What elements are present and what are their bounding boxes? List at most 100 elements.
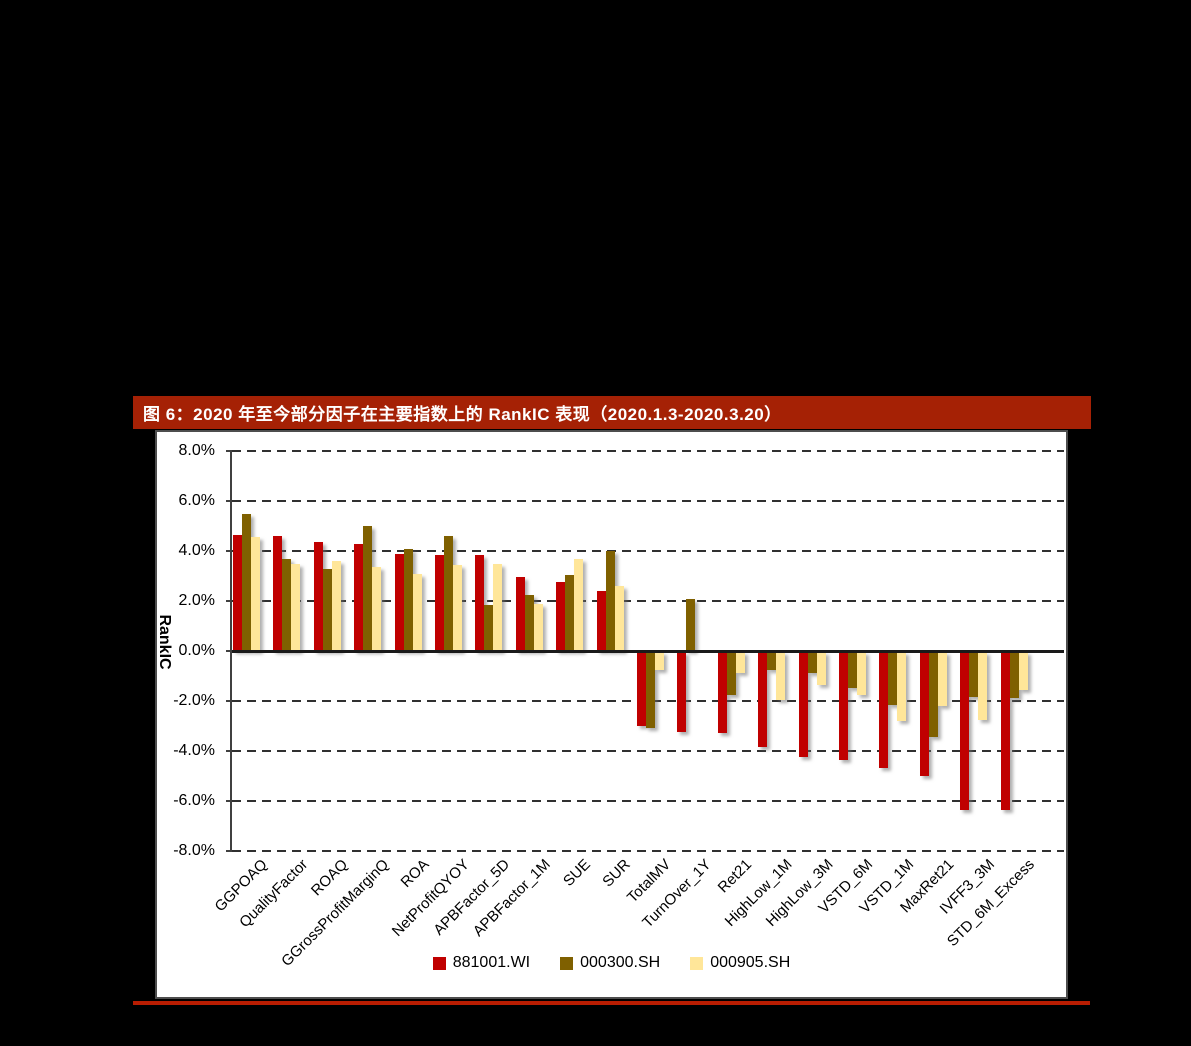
legend-label: 000300.SH [580,954,661,971]
bar-881001.WI-NetProfitQYOY [435,554,444,651]
bar-000300.SH-NetProfitQYOY [444,536,453,651]
bar-881001.WI-GGPOAQ [233,534,242,651]
bar-881001.WI-GGrossProfitMarginQ [354,543,364,651]
y-tick-label: 2.0% [178,592,215,609]
bar-881001.WI-TurnOver_1Y [677,652,687,732]
bar-000905.SH-GGPOAQ [251,537,260,651]
y-axis-tick [226,700,232,702]
bar-000905.SH-APBFactor_5D [493,563,503,651]
bar-000300.SH-ROA [403,548,413,651]
bar-000905.SH-IVFF3_3M [978,652,988,720]
bar-000300.SH-QualityFactor [282,558,292,651]
bar-000300.SH-MaxRet21 [928,652,938,737]
grid-line [232,450,1064,452]
bar-000905.SH-GGrossProfitMarginQ [372,567,382,651]
bar-000300.SH-GGPOAQ [242,513,251,651]
bar-000905.SH-TotalMV [655,652,664,670]
chart-panel: RankIC 881001.WI 000300.SH 000905.SH 8.0% 6… [155,430,1068,999]
bar-000905.SH-HighLow_1M [776,652,786,700]
bar-000300.SH-Ret21 [726,652,736,695]
y-axis-tick [226,550,232,552]
legend-item-000300.SH: 000300.SH [560,954,660,972]
bar-000905.SH-HighLow_3M [816,652,826,685]
bar-881001.WI-TotalMV [637,652,646,726]
y-tick-label: 6.0% [178,492,215,509]
bar-000905.SH-VSTD_1M [897,652,907,721]
bar-000905.SH-NetProfitQYOY [453,564,462,651]
bar-000300.SH-APBFactor_1M [524,594,534,651]
legend-swatch-icon [560,956,574,970]
bar-881001.WI-APBFactor_5D [475,554,485,651]
bar-881001.WI-VSTD_1M [879,652,889,769]
x-tick-label: ROA [397,856,433,892]
bar-881001.WI-MaxRet21 [919,652,929,776]
grid-line [232,500,1064,502]
bar-000905.SH-Ret21 [735,652,745,674]
y-axis-tick [226,450,232,452]
bar-881001.WI-APBFactor_1M [515,577,525,651]
bar-881001.WI-Ret21 [717,652,727,734]
y-tick-label: 8.0% [178,442,215,459]
y-axis-tick [226,650,232,652]
bar-881001.WI-IVFF3_3M [960,652,970,810]
grid-line [232,800,1064,802]
bar-000300.SH-TurnOver_1Y [686,598,696,651]
bar-000300.SH-IVFF3_3M [969,652,979,697]
y-axis-line [230,450,232,852]
bar-000905.SH-MaxRet21 [937,652,947,706]
bar-881001.WI-VSTD_6M [839,652,848,760]
figure-title: 图 6：2020 年至今部分因子在主要指数上的 RankIC 表现（2020.1… [143,405,782,424]
figure-bottom-rule [133,1001,1090,1005]
grid-line [232,600,1064,602]
y-tick-label: 4.0% [178,542,215,559]
bar-881001.WI-QualityFactor [273,536,283,651]
y-axis-tick [226,500,232,502]
bar-881001.WI-STD_6M_Excess [1000,652,1010,810]
bar-000300.SH-SUE [565,574,575,651]
y-tick-label: -2.0% [173,692,215,709]
bar-000905.SH-STD_6M_Excess [1018,652,1028,690]
y-axis-tick [226,600,232,602]
grid-line [232,850,1064,852]
legend-label: 000905.SH [710,954,791,971]
bar-000300.SH-ROAQ [322,568,332,651]
y-tick-label: -6.0% [173,792,215,809]
x-tick-label: SUR [599,856,635,891]
y-axis-tick [226,850,232,852]
y-tick-label: 0.0% [178,642,215,659]
y-tick-label: -8.0% [173,842,215,859]
bar-000905.SH-ROA [412,573,422,651]
bar-000300.SH-STD_6M_Excess [1009,652,1019,699]
grid-line [232,750,1064,752]
bar-000300.SH-VSTD_6M [848,652,857,689]
bar-000300.SH-SUR [605,551,615,651]
x-axis-zero-line [232,650,1064,653]
bar-000300.SH-HighLow_1M [767,652,777,670]
figure-title-bar: 图 6：2020 年至今部分因子在主要指数上的 RankIC 表现（2020.1… [133,396,1091,429]
bar-000300.SH-VSTD_1M [888,652,898,705]
bar-881001.WI-HighLow_1M [758,652,768,747]
legend-swatch-icon [690,956,704,970]
chart-legend: 881001.WI 000300.SH 000905.SH [157,954,1066,972]
bar-881001.WI-ROA [394,553,404,651]
legend-label: 881001.WI [452,954,531,971]
bar-000300.SH-HighLow_3M [807,652,817,674]
bar-000300.SH-TotalMV [646,652,655,729]
bar-000300.SH-GGrossProfitMarginQ [363,526,373,651]
bar-000905.SH-APBFactor_1M [533,603,543,651]
bar-000905.SH-SUR [614,586,624,651]
legend-item-000905.SH: 000905.SH [690,954,790,972]
plot-area: RankIC 881001.WI 000300.SH 000905.SH 8.0% 6… [156,432,1066,997]
legend-swatch-icon [432,956,446,970]
bar-000905.SH-VSTD_6M [857,652,866,695]
bar-000905.SH-QualityFactor [291,563,301,651]
bar-881001.WI-SUE [556,582,566,651]
bar-881001.WI-SUR [596,591,606,651]
bar-000905.SH-ROAQ [331,561,341,651]
bar-000905.SH-SUE [574,558,584,651]
bar-000300.SH-APBFactor_5D [484,604,494,651]
y-tick-label: -4.0% [173,742,215,759]
bar-881001.WI-HighLow_3M [798,652,808,757]
grid-line [232,550,1064,552]
y-axis-tick [226,750,232,752]
